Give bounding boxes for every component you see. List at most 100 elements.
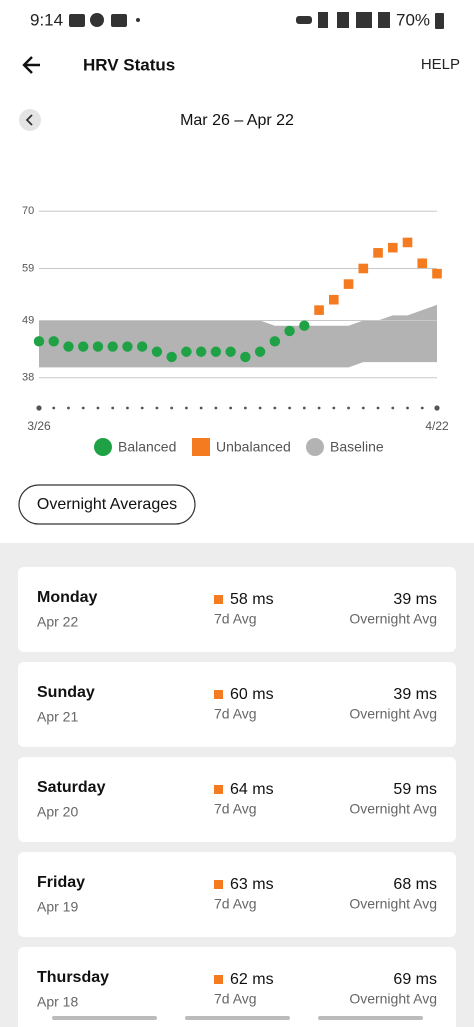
day-name: Friday (37, 874, 85, 891)
balanced-point (122, 341, 133, 352)
day-date: Apr 19 (37, 899, 78, 915)
overnight-label: Overnight Avg (349, 896, 437, 912)
day-card (18, 757, 456, 842)
help-link[interactable]: HELP (421, 56, 460, 73)
x-tick-dot (67, 406, 70, 410)
unbalanced-point (387, 242, 398, 253)
x-tick-label: 4/22 (425, 419, 449, 433)
avg-value: 58 ms (230, 591, 274, 608)
day-name: Saturday (37, 779, 106, 796)
avg-label: 7d Avg (214, 611, 257, 627)
avg-swatch (214, 975, 223, 984)
balanced-point (33, 336, 45, 347)
balanced-point (136, 341, 148, 352)
overnight-value: 39 ms (393, 591, 437, 608)
status-time: 9:14 (30, 10, 63, 29)
status-icons (69, 12, 444, 29)
x-tick-dot (185, 406, 188, 410)
x-tick-dot (36, 405, 42, 411)
y-tick-label: 38 (22, 372, 34, 384)
day-card (18, 947, 456, 1027)
balanced-point (254, 346, 266, 357)
avg-label: 7d Avg (214, 801, 257, 817)
overnight-value: 59 ms (393, 781, 437, 798)
day-name: Monday (37, 589, 98, 606)
balanced-point (299, 320, 310, 331)
balanced-point (92, 341, 104, 352)
day-card (18, 662, 456, 747)
x-tick-dot (273, 406, 277, 410)
x-tick-dot (111, 406, 115, 410)
y-tick-label: 49 (22, 314, 34, 326)
avg-swatch (214, 785, 223, 794)
x-tick-dot (155, 406, 159, 410)
overnight-label: Overnight Avg (349, 991, 437, 1007)
legend-swatch (306, 438, 324, 456)
day-name: Sunday (37, 684, 95, 701)
avg-label: 7d Avg (214, 991, 257, 1007)
x-tick-dot (391, 406, 395, 410)
x-tick-dot (170, 406, 174, 410)
x-tick-dot (288, 406, 291, 410)
unbalanced-point (432, 268, 442, 279)
balanced-point (48, 336, 59, 347)
nav-bar (52, 1016, 423, 1020)
overnight-value: 69 ms (393, 971, 437, 988)
x-tick-dot (317, 406, 321, 410)
day-card (18, 567, 456, 652)
day-date: Apr 21 (37, 709, 78, 725)
page-title: HRV Status (83, 55, 175, 74)
overnight-label: Overnight Avg (349, 801, 437, 817)
balanced-point (269, 336, 281, 347)
x-tick-dot (347, 406, 350, 410)
x-tick-dot (258, 406, 262, 410)
x-tick-dot (302, 406, 306, 410)
avg-value: 62 ms (230, 971, 274, 988)
balanced-point (166, 351, 177, 363)
overnight-label: Overnight Avg (349, 706, 437, 722)
balanced-point (181, 346, 192, 357)
avg-swatch (214, 690, 223, 699)
legend-label: Balanced (118, 439, 176, 455)
unbalanced-point (329, 294, 339, 305)
overnight-value: 68 ms (393, 876, 437, 893)
x-tick-dot (332, 406, 336, 410)
balanced-point (284, 325, 295, 337)
unbalanced-point (314, 305, 324, 315)
y-tick-label: 59 (22, 262, 34, 274)
prev-icon (25, 114, 33, 126)
avg-swatch (214, 595, 223, 604)
day-date: Apr 22 (37, 614, 78, 630)
day-name: Thursday (37, 969, 109, 986)
back-button[interactable] (22, 56, 40, 74)
x-tick-dot (243, 406, 247, 410)
balanced-point (151, 346, 163, 357)
balanced-point (63, 341, 74, 352)
x-tick-dot (229, 406, 233, 410)
legend-label: Unbalanced (216, 439, 291, 455)
overnight-button-label: Overnight Averages (37, 496, 177, 513)
x-tick-dot (96, 406, 100, 410)
avg-value: 63 ms (230, 876, 274, 893)
balanced-point (240, 351, 251, 363)
overnight-label: Overnight Avg (349, 611, 437, 627)
balanced-point (195, 346, 207, 357)
x-tick-dot (52, 406, 56, 410)
unbalanced-point (417, 258, 428, 269)
balanced-point (210, 346, 222, 357)
overnight-value: 39 ms (393, 686, 437, 703)
prev-range-button[interactable] (19, 109, 41, 131)
unbalanced-point (343, 279, 354, 289)
x-tick-label: 3/26 (27, 419, 51, 433)
balanced-point (107, 341, 118, 352)
baseline-band (39, 304, 437, 368)
x-tick-dot (199, 406, 203, 410)
x-tick-dot (81, 406, 85, 410)
overnight-button[interactable] (18, 484, 196, 525)
legend-swatch (94, 438, 112, 456)
x-tick-dot (214, 406, 218, 410)
balanced-point (225, 346, 236, 357)
legend-label: Baseline (330, 439, 384, 455)
